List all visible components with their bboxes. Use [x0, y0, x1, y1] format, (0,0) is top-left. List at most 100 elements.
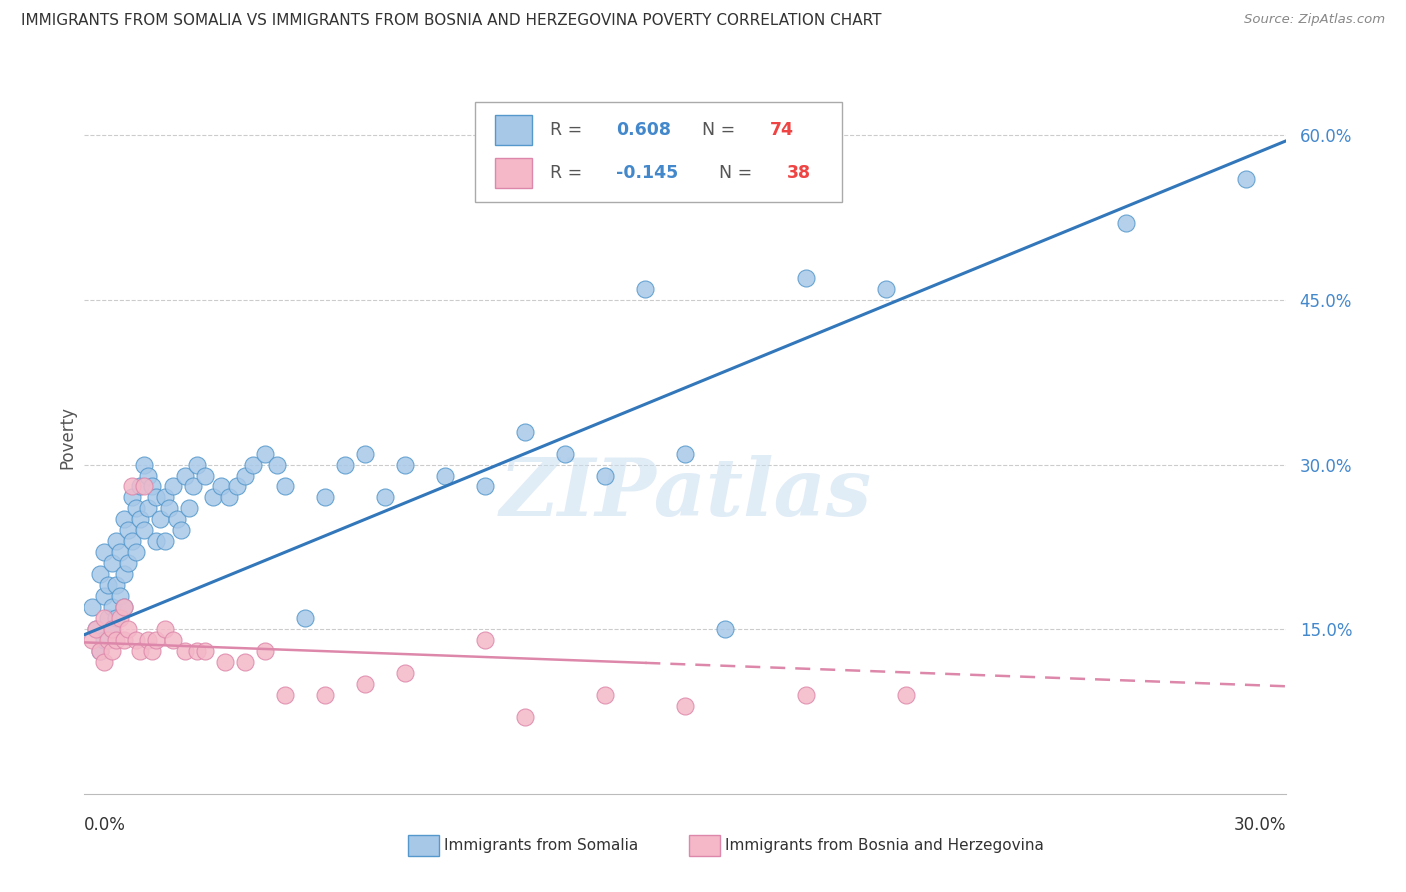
- Point: [233, 468, 256, 483]
- Point: [101, 622, 124, 636]
- Point: [129, 479, 152, 493]
- Point: [97, 611, 120, 625]
- Point: [117, 622, 139, 636]
- Point: [101, 644, 124, 658]
- Point: [89, 644, 111, 658]
- Point: [474, 633, 496, 648]
- Point: [794, 271, 817, 285]
- Text: ZIPatlas: ZIPatlas: [499, 456, 872, 533]
- FancyBboxPatch shape: [475, 102, 842, 202]
- Point: [110, 545, 132, 559]
- Point: [101, 622, 124, 636]
- Point: [274, 479, 297, 493]
- Point: [145, 633, 167, 648]
- Point: [1234, 172, 1257, 186]
- Y-axis label: Poverty: Poverty: [58, 406, 76, 468]
- Point: [105, 578, 128, 592]
- Point: [177, 501, 200, 516]
- Point: [515, 425, 537, 439]
- Point: [110, 611, 132, 625]
- Point: [141, 644, 163, 658]
- Point: [138, 468, 160, 483]
- FancyBboxPatch shape: [495, 158, 531, 188]
- Text: IMMIGRANTS FROM SOMALIA VS IMMIGRANTS FROM BOSNIA AND HERZEGOVINA POVERTY CORREL: IMMIGRANTS FROM SOMALIA VS IMMIGRANTS FR…: [21, 13, 882, 29]
- Point: [82, 600, 104, 615]
- Point: [595, 468, 617, 483]
- Point: [93, 633, 115, 648]
- Point: [675, 699, 697, 714]
- Point: [894, 688, 917, 702]
- Point: [253, 644, 276, 658]
- Point: [434, 468, 457, 483]
- Point: [354, 677, 377, 691]
- Point: [294, 611, 316, 625]
- Point: [117, 524, 139, 538]
- Point: [129, 644, 152, 658]
- Point: [145, 491, 167, 505]
- Point: [110, 589, 132, 603]
- Point: [93, 589, 115, 603]
- Point: [125, 633, 148, 648]
- Point: [82, 633, 104, 648]
- Point: [169, 524, 191, 538]
- Text: Source: ZipAtlas.com: Source: ZipAtlas.com: [1244, 13, 1385, 27]
- Point: [314, 688, 336, 702]
- Point: [474, 479, 496, 493]
- Point: [875, 282, 897, 296]
- Point: [194, 644, 217, 658]
- Point: [374, 491, 396, 505]
- Point: [134, 458, 156, 472]
- Point: [186, 644, 208, 658]
- Point: [634, 282, 657, 296]
- Point: [214, 655, 236, 669]
- Point: [274, 688, 297, 702]
- Text: 38: 38: [786, 164, 810, 182]
- Point: [97, 633, 120, 648]
- Point: [794, 688, 817, 702]
- Point: [86, 622, 108, 636]
- Point: [153, 491, 176, 505]
- Point: [121, 534, 143, 549]
- Text: 30.0%: 30.0%: [1234, 816, 1286, 834]
- Point: [101, 600, 124, 615]
- Point: [149, 512, 172, 526]
- Point: [194, 468, 217, 483]
- Point: [105, 611, 128, 625]
- Point: [129, 512, 152, 526]
- Point: [145, 534, 167, 549]
- Text: N =: N =: [709, 164, 758, 182]
- Text: 74: 74: [769, 121, 793, 139]
- Point: [515, 710, 537, 724]
- Point: [266, 458, 288, 472]
- Point: [114, 600, 135, 615]
- Point: [201, 491, 224, 505]
- Point: [166, 512, 188, 526]
- Point: [134, 479, 156, 493]
- Point: [218, 491, 240, 505]
- Point: [138, 501, 160, 516]
- Point: [121, 491, 143, 505]
- Point: [105, 534, 128, 549]
- Point: [89, 644, 111, 658]
- Text: -0.145: -0.145: [616, 164, 678, 182]
- Point: [394, 666, 416, 681]
- Point: [162, 479, 184, 493]
- Point: [117, 557, 139, 571]
- Point: [714, 622, 737, 636]
- Text: R =: R =: [550, 121, 588, 139]
- Point: [134, 524, 156, 538]
- Point: [675, 446, 697, 460]
- Text: Immigrants from Bosnia and Herzegovina: Immigrants from Bosnia and Herzegovina: [725, 838, 1045, 853]
- Point: [114, 512, 135, 526]
- Point: [86, 622, 108, 636]
- Point: [233, 655, 256, 669]
- Point: [93, 655, 115, 669]
- Text: N =: N =: [692, 121, 741, 139]
- Point: [97, 578, 120, 592]
- Point: [153, 622, 176, 636]
- Point: [209, 479, 232, 493]
- Point: [138, 633, 160, 648]
- Text: R =: R =: [550, 164, 588, 182]
- Point: [333, 458, 356, 472]
- Point: [354, 446, 377, 460]
